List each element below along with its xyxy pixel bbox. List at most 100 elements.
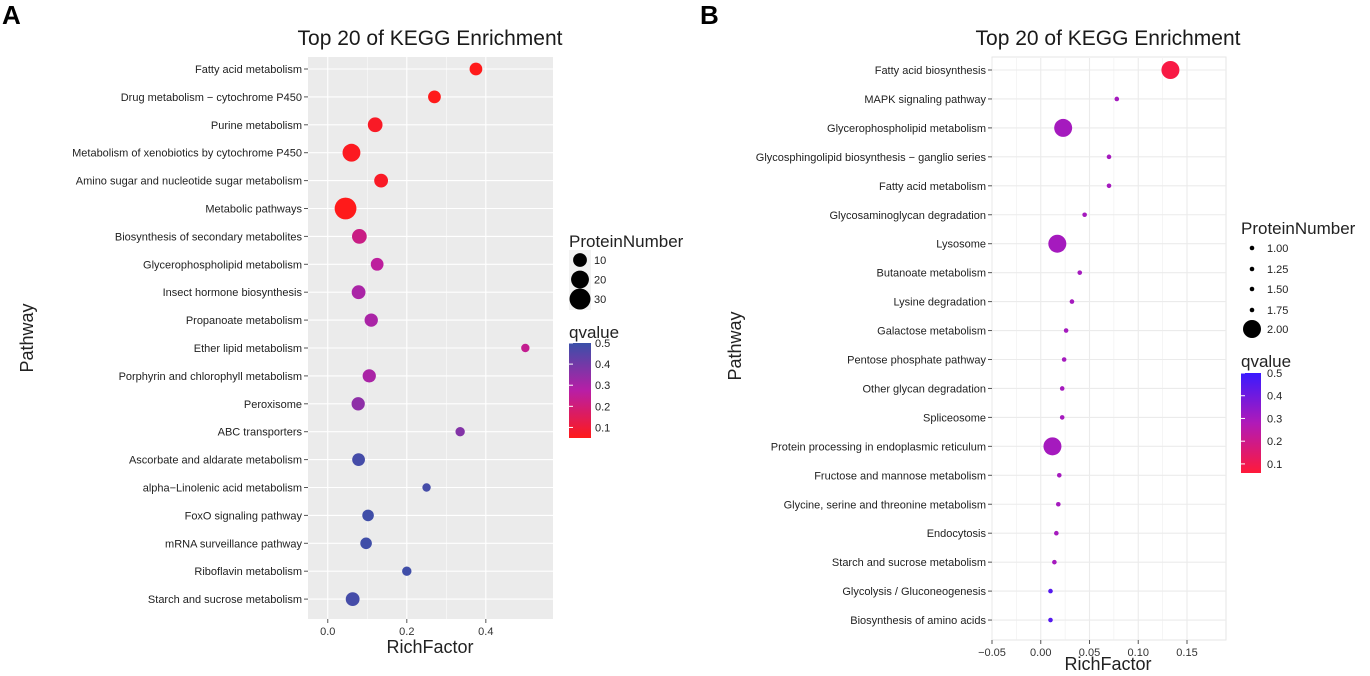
panel-b-x-ticks: −0.05 0.00 0.05 0.10 0.15 bbox=[978, 640, 1198, 659]
color-legend-label: 0.4 bbox=[1267, 391, 1282, 403]
pathway-label: Glycosphingolipid biosynthesis − ganglio… bbox=[756, 152, 987, 164]
color-legend-label: 0.3 bbox=[1267, 413, 1282, 425]
pathway-label: Butanoate metabolism bbox=[877, 268, 986, 280]
panel-label-a: A bbox=[2, 0, 21, 30]
data-point bbox=[1048, 588, 1053, 594]
x-tick-label: 0.0 bbox=[320, 626, 335, 638]
size-legend-label: 20 bbox=[594, 275, 606, 287]
size-legend-label: 30 bbox=[594, 294, 606, 306]
color-legend-label: 0.3 bbox=[595, 380, 610, 392]
data-point bbox=[1048, 234, 1067, 253]
data-point bbox=[1069, 299, 1075, 304]
pathway-label: Ascorbate and aldarate metabolism bbox=[129, 455, 302, 467]
data-point bbox=[1114, 96, 1120, 102]
panel-a-pathway-labels: Fatty acid metabolism Drug metabolism − c… bbox=[72, 64, 308, 606]
size-legend-label: 1.50 bbox=[1267, 284, 1288, 296]
data-point bbox=[1056, 501, 1061, 507]
pathway-label: FoxO signaling pathway bbox=[185, 510, 303, 522]
pathway-label: Amino sugar and nucleotide sugar metabol… bbox=[76, 176, 302, 188]
data-point bbox=[1056, 473, 1062, 478]
panel-a-x-axis-title: RichFactor bbox=[386, 637, 473, 657]
panel-b-plot-area bbox=[991, 56, 1227, 641]
x-tick-label: 0.00 bbox=[1030, 647, 1051, 659]
data-point bbox=[1161, 61, 1180, 79]
data-point bbox=[1061, 357, 1067, 362]
pathway-label: Other glycan degradation bbox=[862, 383, 986, 395]
data-point bbox=[1048, 617, 1053, 623]
data-point bbox=[1059, 415, 1065, 420]
x-tick-label: −0.05 bbox=[978, 647, 1006, 659]
data-point bbox=[367, 117, 383, 133]
pathway-label: Glycosaminoglycan degradation bbox=[829, 210, 986, 222]
size-legend-dot bbox=[569, 288, 591, 310]
panel-b-points bbox=[1043, 61, 1180, 623]
pathway-label: Drug metabolism − cytochrome P450 bbox=[121, 92, 302, 104]
data-point bbox=[1052, 559, 1057, 565]
data-point bbox=[1106, 154, 1112, 160]
panel-a-y-axis-title: Pathway bbox=[17, 303, 37, 372]
pathway-label: Metabolism of xenobiotics by cytochrome … bbox=[72, 148, 302, 160]
panel-b-size-legend-title: ProteinNumber bbox=[1241, 219, 1356, 238]
panel-b-color-legend-title: qvalue bbox=[1241, 352, 1291, 371]
pathway-label: Peroxisome bbox=[244, 399, 302, 411]
pathway-label: alpha−Linolenic acid metabolism bbox=[143, 483, 302, 495]
pathway-label: Starch and sucrose metabolism bbox=[832, 557, 986, 569]
data-point bbox=[374, 173, 389, 188]
data-point bbox=[1054, 118, 1073, 137]
pathway-label: Propanoate metabolism bbox=[186, 315, 302, 327]
size-legend-dot bbox=[571, 270, 589, 289]
panel-label-b: B bbox=[700, 0, 719, 30]
data-point bbox=[422, 483, 431, 492]
color-legend-label: 0.2 bbox=[1267, 436, 1282, 448]
data-point bbox=[352, 229, 367, 244]
x-tick-label: 0.2 bbox=[399, 626, 414, 638]
data-point bbox=[352, 453, 365, 466]
panel-b-color-legend: 0.5 0.4 0.3 0.2 0.1 bbox=[1241, 368, 1282, 471]
pathway-label: mRNA surveillance pathway bbox=[165, 538, 302, 550]
size-legend-dot bbox=[1249, 266, 1255, 272]
color-legend-label: 0.5 bbox=[595, 338, 610, 350]
pathway-label: Glycerophospholipid metabolism bbox=[827, 123, 986, 135]
pathway-label: Protein processing in endoplasmic reticu… bbox=[771, 441, 986, 453]
size-legend-label: 10 bbox=[594, 255, 606, 267]
color-legend-label: 0.1 bbox=[1267, 459, 1282, 471]
pathway-label: Biosynthesis of secondary metabolites bbox=[115, 231, 303, 243]
x-tick-label: 0.15 bbox=[1176, 647, 1197, 659]
pathway-label: Insect hormone biosynthesis bbox=[163, 287, 303, 299]
size-legend-label: 1.00 bbox=[1267, 243, 1288, 255]
size-legend-dot bbox=[1249, 245, 1255, 251]
x-tick-label: 0.05 bbox=[1079, 647, 1100, 659]
pathway-label: Pentose phosphate pathway bbox=[847, 355, 986, 367]
size-legend-label: 1.25 bbox=[1267, 264, 1288, 276]
pathway-label: Starch and sucrose metabolism bbox=[148, 594, 302, 606]
data-point bbox=[364, 313, 378, 327]
data-point bbox=[1054, 530, 1059, 536]
pathway-label: Glycolysis / Gluconeogenesis bbox=[842, 586, 986, 598]
data-point bbox=[345, 592, 360, 607]
size-legend-dot bbox=[573, 253, 587, 267]
pathway-label: ABC transporters bbox=[218, 427, 303, 439]
pathway-label: Glycerophospholipid metabolism bbox=[143, 259, 302, 271]
color-legend-label: 0.1 bbox=[595, 422, 610, 434]
panel-b-size-legend: 1.00 1.25 1.50 1.75 2.00 bbox=[1243, 243, 1288, 338]
panel-a-x-ticks: 0.0 0.2 0.4 bbox=[320, 619, 493, 638]
panel-a-points bbox=[334, 62, 530, 607]
data-point bbox=[521, 343, 530, 353]
data-point bbox=[455, 427, 465, 437]
pathway-label: Fatty acid metabolism bbox=[195, 64, 302, 76]
data-point bbox=[1106, 183, 1112, 189]
data-point bbox=[334, 197, 357, 220]
pathway-label: MAPK signaling pathway bbox=[864, 94, 986, 106]
pathway-label: Porphyrin and chlorophyll metabolism bbox=[119, 371, 302, 383]
data-point bbox=[1063, 328, 1069, 333]
pathway-label: Fatty acid biosynthesis bbox=[875, 65, 987, 77]
size-legend-dot bbox=[1243, 320, 1261, 338]
size-legend-label: 2.00 bbox=[1267, 324, 1288, 336]
data-point bbox=[469, 62, 483, 76]
panel-a-size-legend-title: ProteinNumber bbox=[569, 232, 684, 251]
panel-a-color-legend-title: qvalue bbox=[569, 323, 619, 342]
panel-b-y-axis-title: Pathway bbox=[725, 311, 745, 380]
data-point bbox=[351, 285, 366, 300]
data-point bbox=[370, 257, 384, 271]
pathway-label: Lysine degradation bbox=[893, 297, 986, 309]
